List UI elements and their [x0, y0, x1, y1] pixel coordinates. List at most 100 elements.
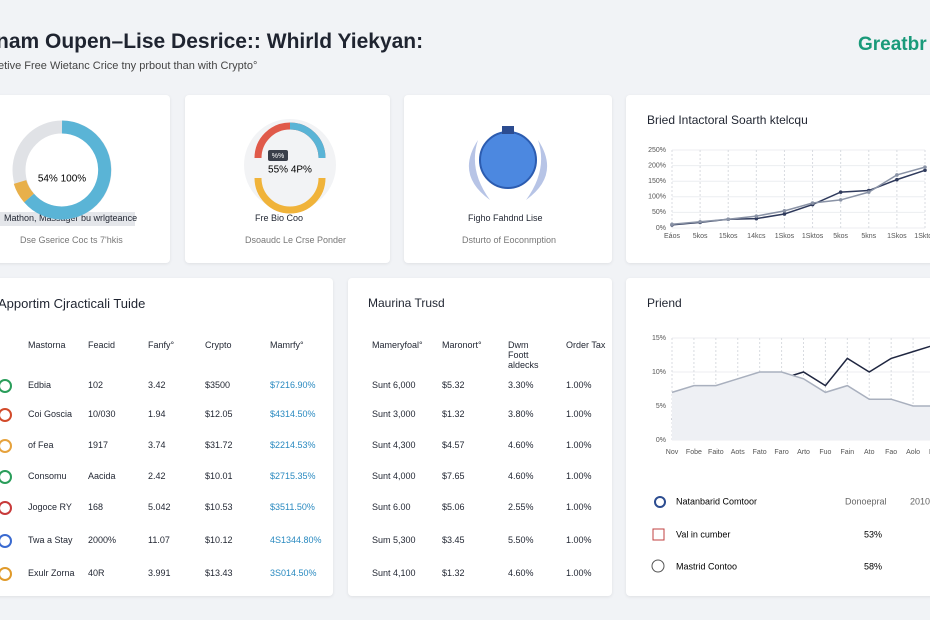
table-cell: $7216.90%: [270, 380, 316, 390]
table-cell: Sunt 4,000: [372, 471, 416, 481]
table-cell: 3.991: [148, 568, 171, 578]
row-icon: [0, 501, 12, 515]
table-cell: 4.60%: [508, 568, 534, 578]
table-cell: 2000%: [88, 535, 117, 545]
table-cell: 1.00%: [566, 409, 592, 419]
table-cell: Exulr Zorna: [28, 568, 75, 578]
page-title: nam Oupen–Lise Desrice:: Whirld Yiekyan:: [0, 30, 424, 53]
column-header: Mameryfoal°: [372, 340, 423, 350]
table-cell: $5.32: [442, 380, 465, 390]
table-cell: $1.32: [442, 568, 465, 578]
table-cell: $10.53: [205, 502, 233, 512]
card-label: Mathon, Massager bu wrlgteance: [4, 213, 138, 223]
row-icon: [0, 439, 12, 453]
table-cell: 1.00%: [566, 440, 592, 450]
table-cell: 1.94: [148, 409, 166, 419]
card: Maurina Trusd Mameryfoal° Maronort° Dwm Fo…: [348, 278, 612, 596]
table-cell: $4.57: [442, 440, 465, 450]
table-cell: $3511.50%: [270, 502, 315, 512]
table-cell: Twa a Stay: [28, 535, 73, 545]
table-cell: 4S1344.80%: [270, 535, 322, 545]
table-cell: $2715.35%: [270, 471, 316, 481]
table-cell: 1.00%: [566, 502, 592, 512]
table-cell: 1.00%: [566, 471, 592, 481]
card-label: Fre Bio Coo: [255, 213, 304, 223]
card: Figho Fahdnd Lise Dsturto of Eoconmption: [404, 95, 612, 263]
table-title: Apportim Cjracticali Tuide: [0, 296, 146, 311]
card: Priend: [626, 278, 930, 596]
column-header: Mastorna: [28, 340, 66, 350]
card-caption: Dsturto of Eoconmption: [462, 235, 557, 245]
table-cell: 2.42: [148, 471, 166, 481]
table-cell: Sum 5,300: [372, 535, 416, 545]
logo[interactable]: Greatbr: [858, 34, 927, 55]
column-header: Feacid: [88, 340, 116, 350]
card-caption: Dsoaudc Le Crse Ponder: [245, 235, 347, 245]
column-header: Dwm Foott aldecks: [508, 340, 539, 370]
table-cell: Consomu: [28, 471, 67, 481]
table-cell: $1.32: [442, 409, 465, 419]
table-cell: $4314.50%: [270, 409, 316, 419]
chart-title: Bried Intactoral Soarth ktelcqu: [647, 113, 808, 127]
table-cell: Edbia: [28, 380, 52, 390]
table-cell: 3.30%: [508, 380, 534, 390]
row-icon: [0, 470, 12, 484]
table-cell: 40R: [88, 568, 105, 578]
table-cell: 4.60%: [508, 440, 534, 450]
column-header: Maronort°: [442, 340, 482, 350]
table-cell: Sunt 4,100: [372, 568, 416, 578]
table-cell: 5.042: [148, 502, 171, 512]
card: Apportim Cjracticali Tuide Mastorna Feaci…: [0, 278, 333, 596]
table-cell: Sunt 6,000: [372, 380, 416, 390]
table-cell: 5.50%: [508, 535, 534, 545]
table-cell: 11.07: [148, 535, 170, 545]
table-cell: of Fea: [28, 440, 54, 450]
table-cell: $3500: [205, 380, 231, 390]
row-icon: [0, 408, 12, 422]
table-cell: 1.00%: [566, 568, 592, 578]
card: Fre Bio Coo Dsoaudc Le Crse Ponder: [185, 95, 390, 263]
table-cell: $2214.53%: [270, 440, 316, 450]
table-cell: $12.05: [205, 409, 233, 419]
table-cell: 1917: [88, 440, 109, 450]
row-icon: [0, 379, 12, 393]
table-cell: 3S014.50%: [270, 568, 317, 578]
table-cell: 3.74: [148, 440, 166, 450]
card-label: Figho Fahdnd Lise: [468, 213, 543, 223]
row-icon: [0, 567, 12, 581]
table-cell: 10/030: [88, 409, 116, 419]
table-cell: $31.72: [205, 440, 233, 450]
column-header: Crypto: [205, 340, 232, 350]
card: Mathon, Massager bu wrlgteance Dse Gseri…: [0, 95, 170, 263]
column-header: Fanfy°: [148, 340, 175, 350]
column-header: Order Tax: [566, 340, 606, 350]
table-cell: Coi Goscia: [28, 409, 73, 419]
table-cell: 1.00%: [566, 380, 592, 390]
table-cell: 3.80%: [508, 409, 534, 419]
column-header: Mamrfy°: [270, 340, 304, 350]
table-cell: $10.01: [205, 471, 233, 481]
table-title: Maurina Trusd: [368, 296, 445, 310]
table-cell: $7.65: [442, 471, 465, 481]
card: Bried Intactoral Soarth ktelcqu: [626, 95, 930, 263]
table-cell: $13.43: [205, 568, 233, 578]
table-cell: 2.55%: [508, 502, 534, 512]
table-cell: Sunt 3,000: [372, 409, 416, 419]
table-cell: $5.06: [442, 502, 465, 512]
page-subtitle: etive Free Wietanc Crice tny prbout than…: [0, 60, 258, 72]
table-cell: $3.45: [442, 535, 465, 545]
table-cell: 168: [88, 502, 104, 512]
table-cell: 4.60%: [508, 471, 534, 481]
table-cell: Jogoce RY: [28, 502, 72, 512]
table-cell: Aacida: [88, 471, 116, 481]
table-cell: $10.12: [205, 535, 233, 545]
table-cell: 102: [88, 380, 104, 390]
table-cell: Sunt 6.00: [372, 502, 411, 512]
row-icon: [0, 534, 12, 548]
table-cell: 1.00%: [566, 535, 592, 545]
table-cell: 3.42: [148, 380, 166, 390]
table-cell: Sunt 4,300: [372, 440, 416, 450]
chart-title: Priend: [647, 296, 682, 310]
card-caption: Dse Gserice Coc ts 7'hkis: [20, 235, 123, 245]
